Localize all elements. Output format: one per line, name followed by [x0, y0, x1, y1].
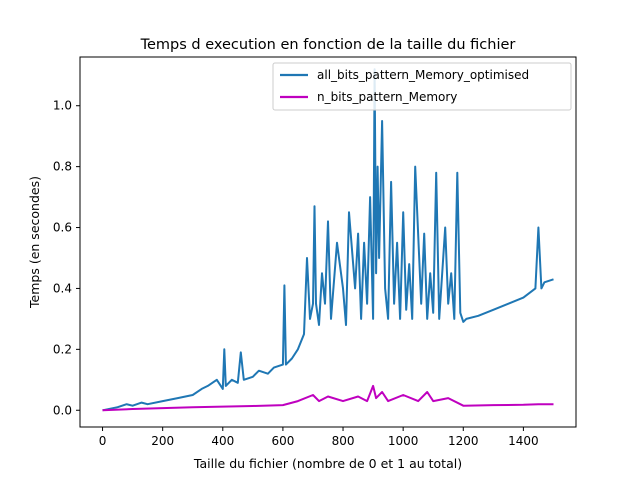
legend-label-series-1: all_bits_pattern_Memory_optimised	[317, 68, 529, 82]
axes-frame	[79, 56, 577, 428]
plot-series	[102, 68, 554, 412]
x-tick-label: 400	[211, 434, 234, 448]
y-tick-label: 0.8	[53, 160, 72, 174]
chart-title: Temps d execution en fonction de la tail…	[140, 37, 516, 53]
x-tick-label: 1400	[508, 434, 539, 448]
x-tick-label: 1200	[448, 434, 479, 448]
y-axis-ticks: 0.0 0.2 0.4 0.6 0.8 1.0	[53, 99, 80, 417]
series-line-1	[102, 68, 554, 412]
x-tick-label: 800	[332, 434, 355, 448]
y-axis-label: Temps (en secondes)	[27, 176, 42, 309]
series-line-2	[102, 384, 554, 412]
legend-box	[272, 62, 572, 111]
y-tick-label: 0.6	[53, 221, 72, 235]
x-tick-label: 200	[151, 434, 174, 448]
x-axis-label: Taille du fichier (nombre de 0 et 1 au t…	[193, 456, 462, 471]
y-tick-label: 0.4	[53, 281, 72, 295]
legend: all_bits_pattern_Memory_optimised n_bits…	[272, 62, 572, 111]
y-tick-label: 0.0	[53, 403, 72, 417]
x-tick-label: 600	[271, 434, 294, 448]
y-tick-label: 0.2	[53, 342, 72, 356]
x-axis-ticks: 0 200 400 600 800 1000 1200 1400	[99, 427, 539, 448]
x-tick-label: 1000	[388, 434, 419, 448]
x-tick-label: 0	[99, 434, 107, 448]
legend-label-series-2: n_bits_pattern_Memory	[317, 90, 457, 104]
y-tick-label: 1.0	[53, 99, 72, 113]
